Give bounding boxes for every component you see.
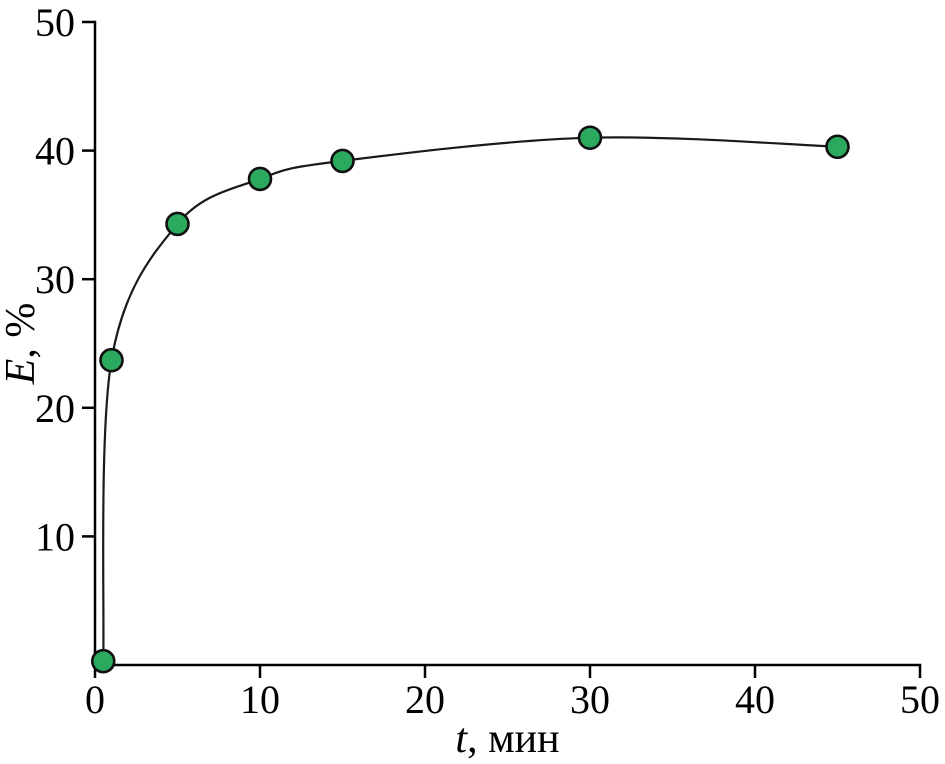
y-tick-label: 20 (35, 386, 75, 431)
y-tick-label: 10 (35, 514, 75, 559)
axes-lines (93, 20, 922, 667)
y-tick-label: 50 (35, 0, 75, 45)
x-tick-label: 10 (240, 677, 280, 722)
x-axis-title-variable: t (455, 716, 468, 762)
x-tick-label: 50 (900, 677, 940, 722)
series-curve (102, 136, 838, 662)
y-tick-label: 30 (35, 257, 75, 302)
data-point-marker (577, 125, 603, 151)
y-axis-title: E, % (0, 303, 44, 386)
y-tick-label: 40 (35, 129, 75, 174)
y-axis-title-variable: E (0, 359, 44, 386)
x-tick-label: 0 (85, 677, 105, 722)
x-axis-title: t, мин (455, 716, 559, 762)
data-point-marker (825, 134, 850, 160)
data-point-marker (247, 166, 273, 192)
data-point-marker (165, 211, 190, 237)
data-point-marker (90, 648, 116, 674)
x-tick-label: 20 (405, 677, 445, 722)
y-axis-title-units: , % (0, 303, 44, 359)
x-tick-label: 30 (570, 677, 610, 722)
data-point-marker (330, 148, 355, 174)
data-point-marker (99, 347, 124, 373)
x-axis-title-units: , мин (467, 716, 560, 762)
x-tick-label: 40 (735, 677, 775, 722)
